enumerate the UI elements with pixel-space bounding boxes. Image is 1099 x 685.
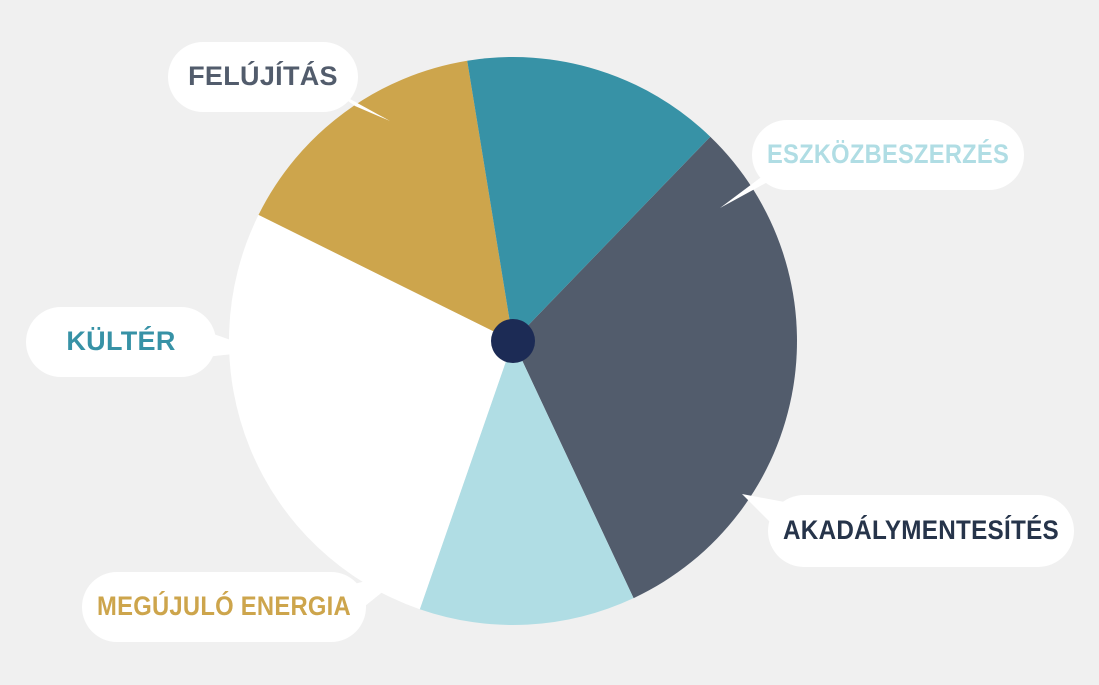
callout-bubble: [768, 495, 1074, 567]
callout-bubble: [26, 307, 216, 377]
slice-callout: FELÚJÍTÁS: [168, 42, 390, 121]
slice-label: ESZKÖZBESZERZÉS: [767, 138, 1009, 169]
pie-slice-2: [228, 214, 514, 610]
slice-label: MEGÚJULÓ ENERGIA: [97, 590, 351, 621]
slice-callout: ESZKÖZBESZERZÉS: [720, 120, 1024, 208]
slice-label: FELÚJÍTÁS: [188, 60, 338, 91]
slice-callout: AKADÁLYMENTESÍTÉS: [742, 494, 1074, 567]
pie-slice-0: [513, 136, 797, 599]
slice-label: KÜLTÉR: [66, 325, 175, 356]
slice-label: AKADÁLYMENTESÍTÉS: [783, 514, 1059, 545]
pie-slice-3: [258, 60, 513, 341]
callout-bubble: [82, 572, 366, 642]
callout-pointer: [350, 570, 410, 606]
callout-pointer: [205, 331, 262, 357]
pie-slice-4: [467, 57, 711, 341]
callout-bubble: [752, 120, 1024, 190]
slice-callout: KÜLTÉR: [26, 307, 262, 377]
callout-bubble: [168, 42, 358, 112]
pie-slice-1: [419, 341, 634, 626]
slice-callout: MEGÚJULÓ ENERGIA: [82, 570, 410, 642]
pie-center-dot: [491, 319, 535, 363]
pie-slices: [228, 57, 797, 626]
slice-labels: FELÚJÍTÁS ESZKÖZBESZERZÉS AKADÁLYMENTESÍTÉ…: [26, 42, 1074, 642]
